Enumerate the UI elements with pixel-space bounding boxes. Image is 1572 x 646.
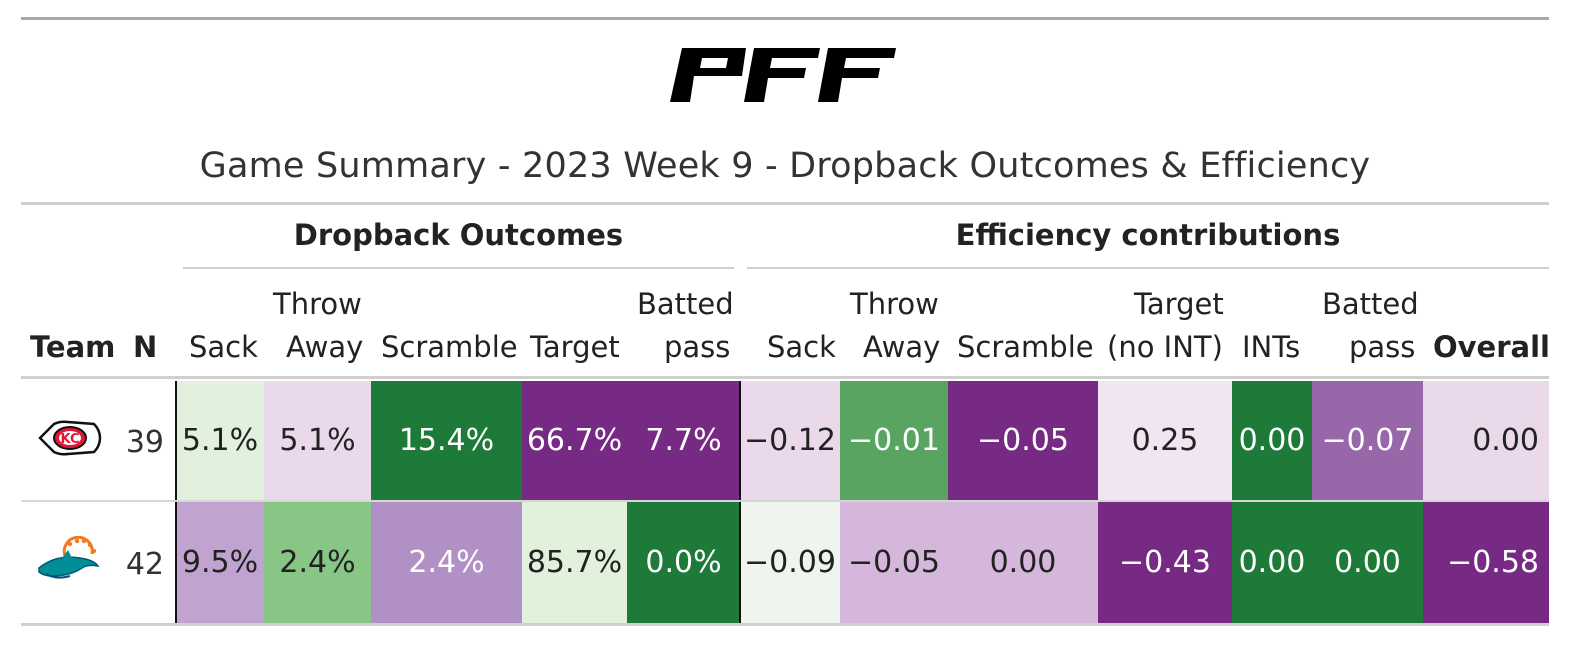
spanner-rule-outcomes [183,267,734,269]
table-cell: −0.05 [948,381,1098,500]
header-batted-line2: pass [664,330,731,364]
table-cell: −0.01 [840,381,948,500]
header-scramble: Scramble [381,330,518,364]
spanner-efficiency: Efficiency contributions [955,218,1341,252]
table-cell: −0.07 [1312,381,1423,500]
header-eff-ints: INTs [1242,330,1301,364]
table-title: Game Summary - 2023 Week 9 - Dropback Ou… [199,146,1371,186]
table-cell: 0.00 [1232,381,1312,500]
header-eff-sack: Sack [767,330,836,364]
title-rule [21,202,1549,205]
middle-divider [739,381,741,623]
header-team: Team [30,330,116,364]
n-value-row1: 39 [125,424,164,460]
header-eff-batted-line1: Batted [1322,287,1419,321]
table-cell: 66.7% [522,381,627,500]
top-rule [21,17,1549,20]
header-eff-target-line2: (no INT) [1107,330,1223,364]
table-cell: −0.43 [1098,502,1232,623]
n-value-row2: 42 [125,546,164,582]
table-cell: −0.05 [840,502,948,623]
header-target: Target [530,330,620,364]
table-cell: 85.7% [522,502,627,623]
table-cell: −0.12 [740,381,840,500]
row-rule [21,500,1549,502]
header-throw-away-line2: Away [286,330,364,364]
table-cell: 0.00 [1232,502,1312,623]
pff-logo [670,48,896,102]
dolphins-logo-icon [38,536,100,579]
table-cell: 2.4% [371,502,522,623]
header-n: N [133,330,158,364]
header-sack: Sack [189,330,258,364]
table-cell: 5.1% [264,381,371,500]
header-eff-batted-line2: pass [1349,330,1416,364]
header-batted-line1: Batted [637,287,734,321]
table-cell: −0.09 [740,502,840,623]
table-cell: 7.7% [627,381,740,500]
header-eff-target-line1: Target [1134,287,1224,321]
spanner-rule-efficiency [747,267,1549,269]
table-cell: 0.25 [1098,381,1232,500]
header-rule [21,376,1549,379]
table-cell: 0.00 [948,502,1098,623]
table-cell: 0.00 [1423,381,1549,500]
svg-text:KC: KC [60,432,79,447]
table-cell: 0.0% [627,502,740,623]
table-cell: 2.4% [264,502,371,623]
table-cell: 0.00 [1312,502,1423,623]
bottom-rule [21,623,1549,626]
header-eff-throw-line1: Throw [850,287,939,321]
table-cell: 5.1% [176,381,264,500]
header-eff-scramble: Scramble [957,330,1094,364]
header-overall: Overall [1433,330,1550,364]
table-cell: 15.4% [371,381,522,500]
left-divider [175,381,177,623]
chiefs-logo-icon: KC [38,420,102,456]
table-cell: 9.5% [176,502,264,623]
spanner-dropback-outcomes: Dropback Outcomes [293,218,624,252]
header-throw-away-line1: Throw [273,287,362,321]
header-eff-throw-line2: Away [863,330,941,364]
table-cell: −0.58 [1423,502,1549,623]
